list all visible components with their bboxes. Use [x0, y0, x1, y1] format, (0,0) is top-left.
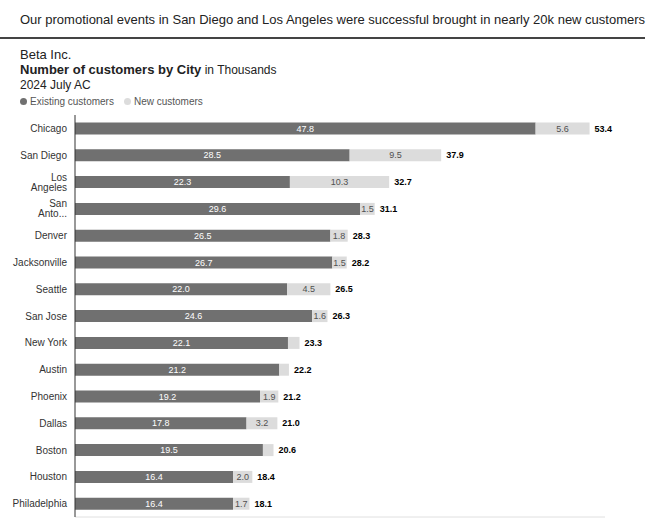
svg-text:22.3: 22.3 — [174, 177, 192, 187]
svg-text:Austin: Austin — [39, 364, 67, 375]
svg-text:23.3: 23.3 — [305, 338, 323, 348]
svg-text:16.4: 16.4 — [145, 499, 163, 509]
svg-text:17.8: 17.8 — [152, 418, 170, 428]
svg-text:22.0: 22.0 — [172, 284, 190, 294]
svg-text:20.6: 20.6 — [279, 445, 297, 455]
svg-text:9.5: 9.5 — [389, 150, 402, 160]
html-text:2024 July AC: 2024 July AC — [20, 78, 91, 92]
svg-text:Denver: Denver — [35, 230, 68, 241]
svg-text:Dallas: Dallas — [39, 418, 67, 429]
svg-text:24.6: 24.6 — [185, 311, 203, 321]
svg-text:26.5: 26.5 — [335, 284, 353, 294]
svg-text:37.9: 37.9 — [446, 150, 464, 160]
html-text:Beta Inc.: Beta Inc. — [20, 47, 72, 62]
svg-text:1.7: 1.7 — [235, 499, 248, 509]
svg-text:San Jose: San Jose — [25, 311, 67, 322]
svg-text:31.1: 31.1 — [380, 204, 398, 214]
svg-text:28.2: 28.2 — [352, 258, 370, 268]
svg-text:San Diego: San Diego — [20, 150, 67, 161]
svg-text:28.3: 28.3 — [353, 231, 371, 241]
svg-text:5.6: 5.6 — [556, 124, 569, 134]
svg-text:3.2: 3.2 — [256, 418, 269, 428]
svg-text:Phoenix: Phoenix — [31, 391, 67, 402]
svg-text:22.2: 22.2 — [294, 365, 312, 375]
svg-text:4.5: 4.5 — [302, 284, 315, 294]
svg-text:26.5: 26.5 — [194, 231, 212, 241]
svg-text:1.5: 1.5 — [333, 258, 346, 268]
svg-text:Jacksonville: Jacksonville — [13, 257, 67, 268]
svg-text:LosAngeles: LosAngeles — [31, 172, 67, 193]
svg-text:21.0: 21.0 — [282, 418, 300, 428]
svg-text:1.6: 1.6 — [314, 311, 327, 321]
html-text:Existing customers: Existing customers — [30, 96, 114, 107]
svg-text:Chicago: Chicago — [30, 123, 67, 134]
svg-text:2.0: 2.0 — [236, 472, 249, 482]
svg-text:32.7: 32.7 — [394, 177, 412, 187]
svg-text:26.7: 26.7 — [195, 258, 213, 268]
svg-text:21.2: 21.2 — [168, 365, 186, 375]
svg-text:Seattle: Seattle — [36, 284, 68, 295]
svg-text:21.2: 21.2 — [283, 392, 301, 402]
svg-text:Boston: Boston — [36, 445, 67, 456]
html-text:Our promotional events in San: Our promotional events in San Diego and … — [20, 12, 646, 27]
svg-text:1.8: 1.8 — [333, 231, 346, 241]
svg-text:SanAnto...: SanAnto... — [38, 198, 67, 219]
svg-text:19.5: 19.5 — [160, 445, 178, 455]
svg-text:18.1: 18.1 — [254, 499, 272, 509]
svg-text:19.2: 19.2 — [159, 392, 177, 402]
svg-text:Philadelphia: Philadelphia — [13, 498, 68, 509]
svg-text:18.4: 18.4 — [257, 472, 275, 482]
svg-text:22.1: 22.1 — [173, 338, 191, 348]
svg-text:16.4: 16.4 — [145, 472, 163, 482]
svg-text:29.6: 29.6 — [209, 204, 227, 214]
svg-text:26.3: 26.3 — [332, 311, 350, 321]
svg-text:10.3: 10.3 — [331, 177, 349, 187]
svg-text:New York: New York — [25, 337, 68, 348]
svg-text:53.4: 53.4 — [595, 124, 613, 134]
svg-text:Houston: Houston — [30, 471, 67, 482]
html-text:Number of customers by City in: Number of customers by City in Thousands — [20, 62, 277, 77]
svg-text:1.9: 1.9 — [263, 392, 276, 402]
svg-text:47.8: 47.8 — [297, 124, 315, 134]
html-text:New customers: New customers — [133, 96, 203, 107]
svg-text:28.5: 28.5 — [204, 150, 222, 160]
svg-text:1.5: 1.5 — [361, 204, 374, 214]
